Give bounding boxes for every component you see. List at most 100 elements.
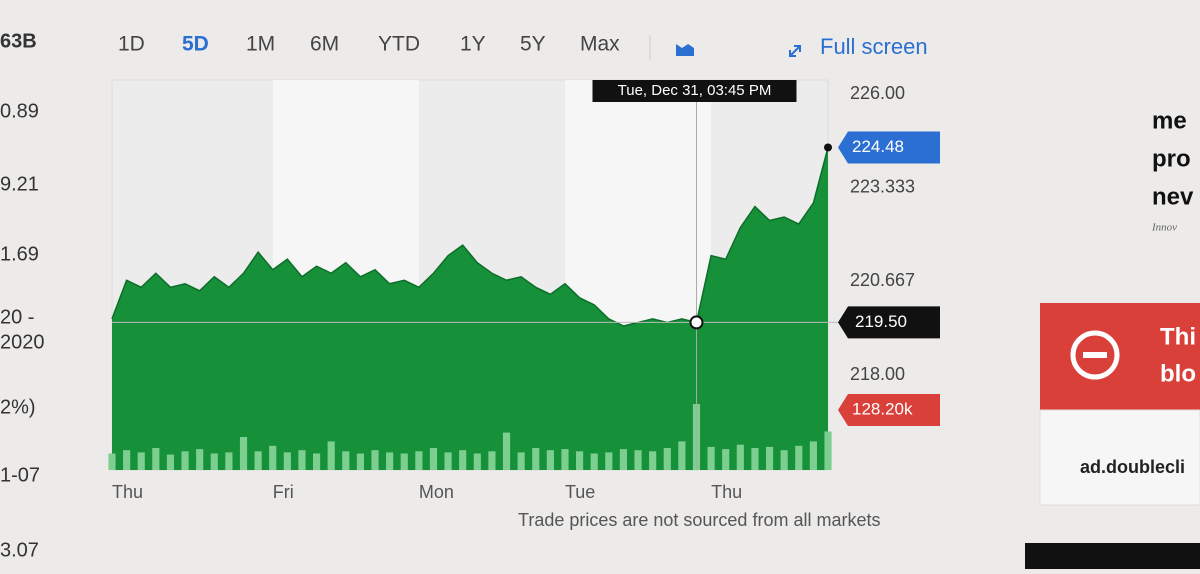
side-text: nev xyxy=(1152,183,1194,210)
volume-bar xyxy=(707,446,715,470)
volume-bar xyxy=(765,446,774,470)
volume-bar xyxy=(780,450,788,470)
range-button[interactable]: 1D xyxy=(118,33,145,56)
volume-bar xyxy=(824,431,832,470)
ad-title: blo xyxy=(1160,360,1196,387)
volume-bar xyxy=(722,449,730,470)
volume-bar xyxy=(210,453,218,470)
volume-bar xyxy=(444,452,452,470)
volume-bar xyxy=(108,453,116,470)
block-icon xyxy=(1070,330,1120,380)
block-icon-bar xyxy=(1083,352,1107,358)
stat-value: 2020 xyxy=(0,331,45,353)
volume-bar xyxy=(809,441,817,470)
stat-value: 20 - xyxy=(0,306,34,328)
volume-bar xyxy=(736,444,744,470)
stat-value: 1.69 xyxy=(0,243,39,265)
volume-bar xyxy=(459,450,467,470)
volume-bar xyxy=(473,453,481,470)
volume-bar xyxy=(166,454,175,470)
range-button[interactable]: 6M xyxy=(310,33,339,56)
volume-bar xyxy=(239,437,248,470)
last-price: 224.48 xyxy=(852,137,904,156)
range-button[interactable]: 5D xyxy=(182,33,209,56)
price-line xyxy=(111,147,829,327)
range-button[interactable]: Max xyxy=(580,33,620,56)
y-tick-label: 218.00 xyxy=(850,364,905,384)
y-tick-label: 223.333 xyxy=(850,177,915,197)
volume-bar xyxy=(576,451,584,470)
volume-bar xyxy=(386,452,394,470)
dark-block xyxy=(1025,543,1200,569)
y-tick-label: 226.00 xyxy=(850,83,905,103)
ad-banner xyxy=(1040,303,1200,410)
volume-bar xyxy=(196,449,204,470)
fullscreen-icon[interactable] xyxy=(789,45,801,57)
side-text: me xyxy=(1152,107,1187,134)
full-screen-link[interactable]: Full screen xyxy=(820,34,928,59)
volume-bar xyxy=(254,451,262,470)
last-point xyxy=(824,143,832,152)
crosshair-date-box xyxy=(592,80,797,102)
volume-bar xyxy=(269,445,277,470)
stat-value: 2%) xyxy=(0,396,36,418)
x-tick-label: Thu xyxy=(711,482,742,502)
stat-value: 3.07 xyxy=(0,539,39,561)
volume-bar xyxy=(532,448,540,470)
stat-value: 1-07 xyxy=(0,464,40,486)
volume-bar xyxy=(342,451,350,470)
range-button[interactable]: 1Y xyxy=(460,33,486,56)
chart-type-icon[interactable] xyxy=(676,44,694,56)
volume-bar xyxy=(400,453,408,470)
volume-bar xyxy=(634,450,642,470)
x-tick-label: Thu xyxy=(112,482,143,502)
volume-bar xyxy=(678,441,686,470)
volume-bar xyxy=(415,451,423,470)
crosshair-date: Tue, Dec 31, 03:45 PM xyxy=(618,82,772,99)
ad-title: Thi xyxy=(1160,323,1196,350)
volume-bar xyxy=(152,448,160,470)
price-area xyxy=(112,147,828,470)
volume-bar xyxy=(298,450,306,470)
volume-bar xyxy=(517,452,525,470)
volume-bar xyxy=(590,453,598,470)
volume-bar xyxy=(429,448,438,470)
volume-bar xyxy=(123,450,131,470)
volume-bar xyxy=(488,451,496,470)
volume-bar xyxy=(619,449,628,470)
volume-bar xyxy=(751,448,759,470)
volume-bar xyxy=(502,432,511,470)
volume-bar xyxy=(371,450,379,470)
x-tick-label: Tue xyxy=(565,482,595,502)
range-button[interactable]: 5Y xyxy=(520,33,546,56)
range-button[interactable]: YTD xyxy=(378,33,420,56)
x-tick-label: Mon xyxy=(419,482,454,502)
footnote: Trade prices are not sourced from all ma… xyxy=(518,510,880,530)
volume-bar xyxy=(312,453,321,470)
side-text: pro xyxy=(1152,145,1191,172)
volume-label: 128.20k xyxy=(852,399,913,418)
side-text: Innov xyxy=(1151,222,1177,234)
volume-bar xyxy=(795,445,803,470)
range-button[interactable]: 1M xyxy=(246,33,275,56)
volume-bar xyxy=(327,441,335,470)
volume-bar xyxy=(283,452,291,470)
volume-bar xyxy=(225,452,233,470)
stat-value: 0.89 xyxy=(0,100,39,122)
stat-value: 9.21 xyxy=(0,173,39,195)
last-price-box xyxy=(838,131,940,164)
x-tick-label: Fri xyxy=(273,482,294,502)
ad-body xyxy=(1039,409,1200,506)
volume-bar xyxy=(181,451,189,470)
stat-value: 63B xyxy=(0,30,37,52)
volume-bar xyxy=(137,452,145,470)
volume-bar xyxy=(561,449,569,470)
volume-bar xyxy=(663,448,671,470)
crosshair-point xyxy=(689,315,704,330)
volume-bar xyxy=(356,453,364,470)
volume-bar xyxy=(546,450,554,470)
crosshair-value-box xyxy=(838,306,940,339)
y-tick-label: 220.667 xyxy=(850,270,915,290)
